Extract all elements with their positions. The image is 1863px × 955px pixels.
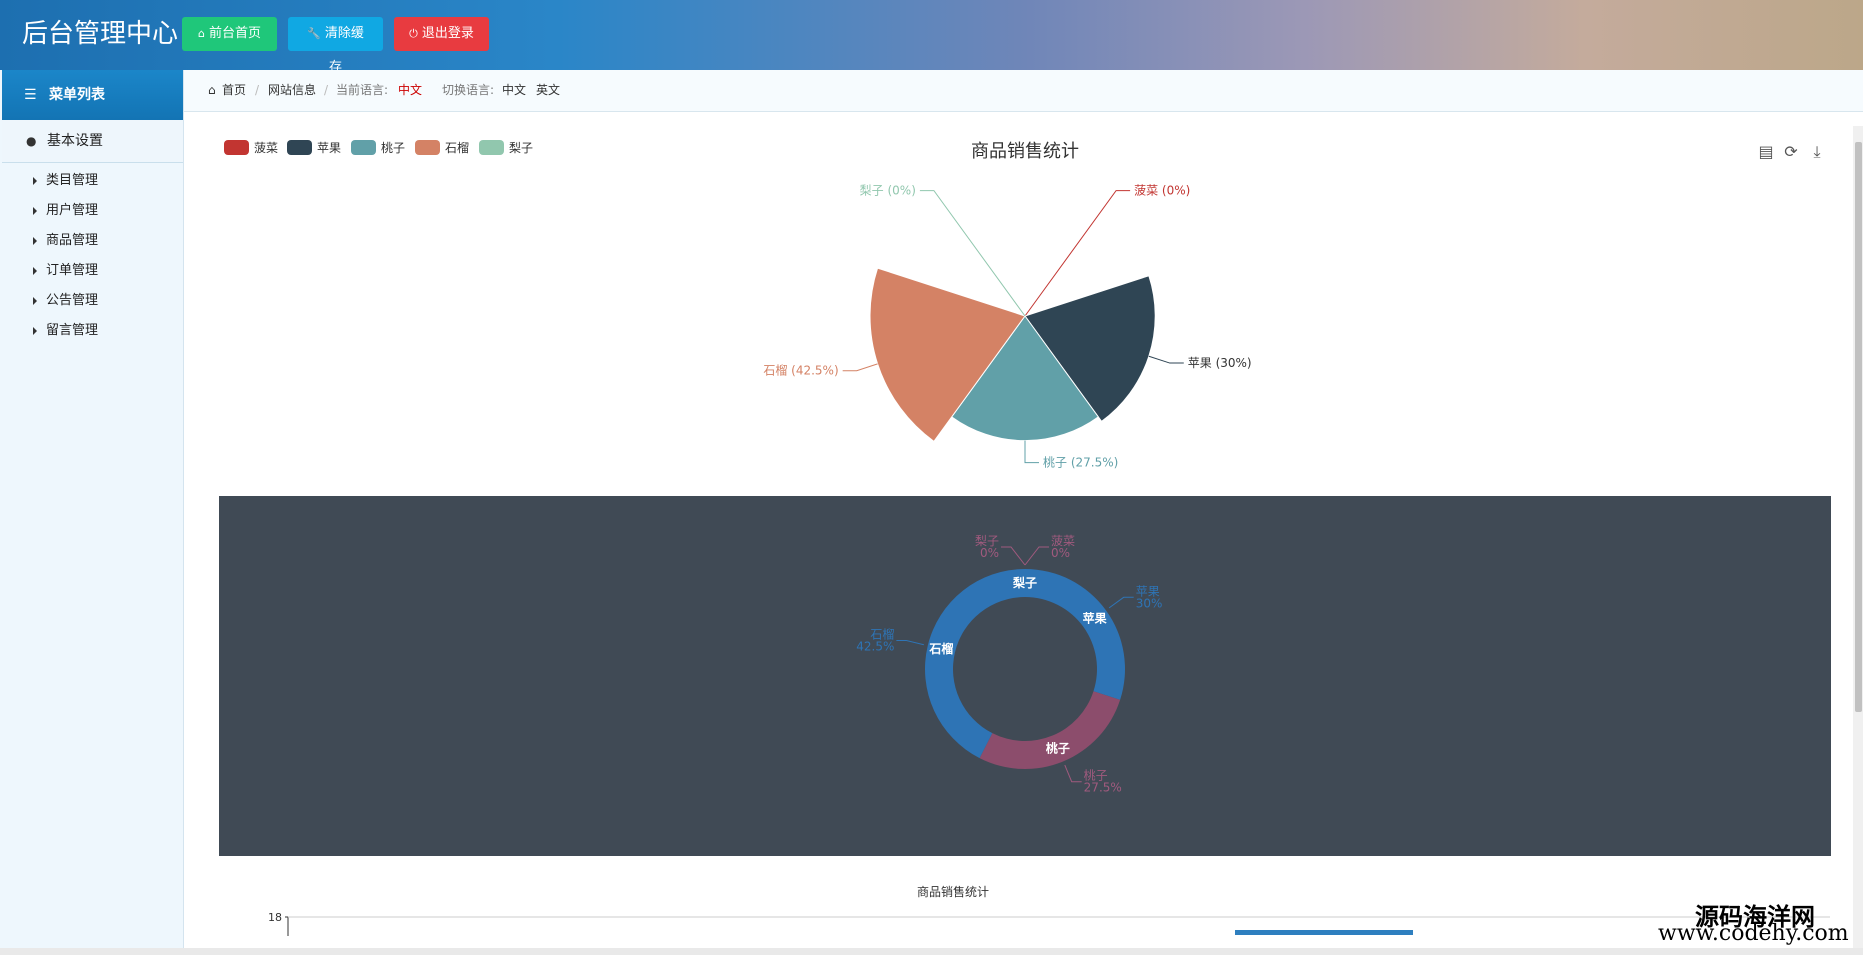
- top-header: 后台管理中心 ⌂ 前台首页 🔧 清除缓存 ⏻ 退出登录: [0, 0, 1863, 75]
- logout-label: 退出登录: [421, 26, 474, 41]
- switch-language-zh[interactable]: 中文: [502, 83, 527, 97]
- menu-list-header[interactable]: ☰ 菜单列表: [2, 70, 183, 120]
- sidebar-item-label: 用户管理: [46, 203, 99, 218]
- donut-chart-panel: [219, 496, 1831, 856]
- user-icon: ●: [26, 134, 37, 148]
- current-language-value: 中文: [398, 83, 423, 97]
- switch-language-en[interactable]: 英文: [536, 83, 561, 97]
- sidebar-item-category[interactable]: 类目管理: [2, 166, 183, 196]
- current-language-label: 当前语言:: [336, 83, 389, 97]
- power-icon: ⏻: [409, 27, 418, 40]
- basic-settings-label: 基本设置: [47, 133, 103, 149]
- bottom-strip: [0, 948, 1863, 955]
- sidebar-item-label: 公告管理: [46, 293, 99, 308]
- list-icon: ☰: [24, 87, 37, 103]
- home-icon: ⌂: [198, 27, 205, 40]
- sidebar-item-notices[interactable]: 公告管理: [2, 286, 183, 316]
- front-home-button[interactable]: ⌂ 前台首页: [182, 17, 277, 51]
- sidebar-item-users[interactable]: 用户管理: [2, 196, 183, 226]
- sidebar-item-products[interactable]: 商品管理: [2, 226, 183, 256]
- watermark-url: www.codehy.com: [1658, 921, 1849, 946]
- breadcrumb: ⌂ 首页 / 网站信息 / 当前语言: 中文 切换语言: 中文 英文: [184, 70, 1863, 112]
- breadcrumb-separator: /: [324, 83, 329, 97]
- breadcrumb-site-info[interactable]: 网站信息: [268, 83, 317, 97]
- sidebar: ☰ 菜单列表 ● 基本设置 类目管理 用户管理 商品管理 订单管理 公告管理 留…: [0, 70, 184, 955]
- sidebar-item-label: 商品管理: [46, 233, 99, 248]
- caret-right-icon: [33, 327, 37, 335]
- logout-button[interactable]: ⏻ 退出登录: [394, 17, 489, 51]
- wrench-icon: 🔧: [307, 27, 321, 40]
- caret-right-icon: [33, 267, 37, 275]
- app-title: 后台管理中心: [22, 19, 179, 49]
- sidebar-item-messages[interactable]: 留言管理: [2, 316, 183, 346]
- sidebar-item-label: 订单管理: [46, 263, 99, 278]
- breadcrumb-home[interactable]: 首页: [222, 83, 247, 97]
- scrollbar-thumb[interactable]: [1855, 142, 1862, 712]
- watermark-cn: 源码海洋网: [1695, 902, 1815, 931]
- clear-cache-label: 清除缓存: [324, 26, 364, 75]
- caret-right-icon: [33, 207, 37, 215]
- switch-language-label: 切换语言:: [442, 83, 495, 97]
- menu-list-label: 菜单列表: [49, 87, 105, 103]
- basic-settings-section[interactable]: ● 基本设置: [2, 120, 183, 163]
- clear-cache-button[interactable]: 🔧 清除缓存: [288, 17, 383, 75]
- front-home-label: 前台首页: [208, 26, 261, 41]
- breadcrumb-separator: /: [255, 83, 260, 97]
- sidebar-item-label: 留言管理: [46, 323, 99, 338]
- caret-right-icon: [33, 297, 37, 305]
- sidebar-item-label: 类目管理: [46, 173, 99, 188]
- caret-right-icon: [33, 237, 37, 245]
- sidebar-item-orders[interactable]: 订单管理: [2, 256, 183, 286]
- home-icon: ⌂: [208, 83, 216, 97]
- caret-right-icon: [33, 177, 37, 185]
